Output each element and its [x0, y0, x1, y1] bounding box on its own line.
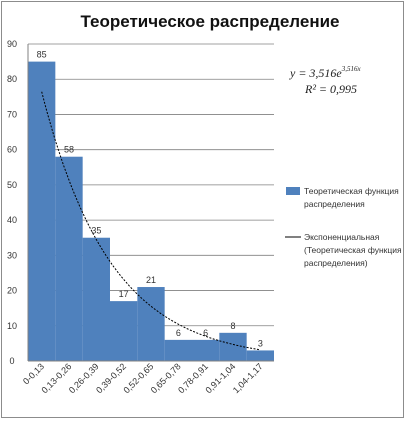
- y-ticks: 0 10 20 30 40 50 60 70 80 90: [7, 39, 17, 366]
- x-tick-label: 1,04-1,17: [231, 361, 265, 395]
- legend-bar-label: Теоретическая функция распределения: [304, 186, 399, 209]
- trend-r2-text: R² = 0,995: [304, 82, 357, 96]
- data-label: 8: [230, 321, 235, 331]
- y-tick-label: 0: [9, 356, 14, 366]
- legend-label-line: Экспоненциальная: [304, 232, 380, 242]
- bar: [110, 301, 138, 361]
- bar: [28, 61, 56, 361]
- data-label: 85: [37, 50, 47, 60]
- trend-equation-main: y = 3,516e: [289, 66, 342, 80]
- x-ticks: 0-0,130,13-0,260,26-0,390,39-0,520,52-0,…: [21, 361, 265, 395]
- x-tick-label: 0-0,13: [21, 361, 46, 386]
- bar: [192, 339, 220, 361]
- y-tick-label: 90: [7, 39, 17, 49]
- data-label: 17: [119, 289, 129, 299]
- legend-label-line: (Теоретическая функция: [304, 245, 402, 255]
- y-tick-label: 80: [7, 74, 17, 84]
- trend-equation-exp: 3,516x: [341, 65, 362, 73]
- bar: [82, 237, 110, 361]
- chart-title: Теоретическое распределение: [80, 12, 339, 31]
- data-label: 58: [64, 145, 74, 155]
- data-label: 6: [176, 328, 181, 338]
- y-tick-label: 20: [7, 286, 17, 296]
- bar: [55, 156, 83, 361]
- y-tick-label: 60: [7, 145, 17, 155]
- legend-line-label: Экспоненциальная (Теоретическая функция ра…: [304, 232, 402, 268]
- data-label: 21: [146, 275, 156, 285]
- data-label: 35: [91, 226, 101, 236]
- bar: [137, 287, 165, 361]
- data-label: 6: [203, 328, 208, 338]
- y-tick-label: 30: [7, 250, 17, 260]
- y-tick-label: 40: [7, 215, 17, 225]
- y-tick-label: 70: [7, 109, 17, 119]
- bars: [28, 61, 274, 361]
- trend-equation: y = 3,516e3,516x R² = 0,995: [289, 65, 362, 96]
- data-labels: 85 58 35 17 21 6 6 8 3: [37, 50, 263, 349]
- bar: [246, 350, 274, 361]
- y-tick-label: 50: [7, 180, 17, 190]
- trendline: [41, 91, 261, 351]
- trend-equation-text: y = 3,516e3,516x: [289, 65, 362, 80]
- bar: [219, 332, 247, 361]
- legend-label-line: Теоретическая функция: [304, 186, 399, 196]
- legend: Теоретическая функция распределения Экспо…: [285, 186, 402, 268]
- data-label: 3: [258, 338, 263, 348]
- legend-bar-swatch: [286, 187, 300, 195]
- axes: [27, 44, 274, 362]
- legend-label-line: распределения: [304, 199, 365, 209]
- bar: [164, 339, 192, 361]
- legend-label-line: распределения): [304, 258, 368, 268]
- y-tick-label: 10: [7, 321, 17, 331]
- trendline-path: [41, 91, 261, 351]
